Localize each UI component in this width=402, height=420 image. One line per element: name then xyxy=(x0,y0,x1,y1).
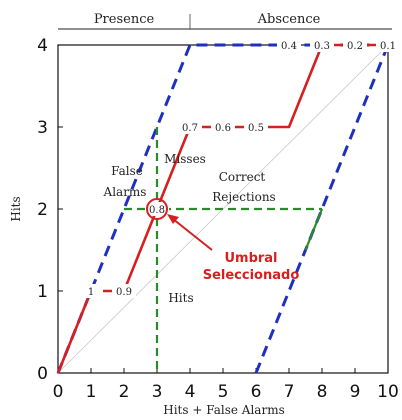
point-labels: 1 0.9 0.8 0.7 0.6 0.5 0.4 0.3 0.2 0.1 xyxy=(79,38,400,298)
series-line-2 xyxy=(56,43,388,374)
point-label-0.4: 0.4 xyxy=(281,41,297,52)
point-label-0.1: 0.1 xyxy=(380,41,396,52)
header-presence: Presence xyxy=(94,12,155,27)
series-line-3 xyxy=(254,44,390,374)
annotation-rejections: Rejections xyxy=(212,190,275,204)
point-label-bg-1 xyxy=(79,284,103,298)
selected-threshold-circle xyxy=(146,198,168,220)
y-tick-label-3: 3 xyxy=(37,118,48,138)
annotation-alarms: Alarms xyxy=(103,185,147,199)
x-axis-label: Hits + False Alarms xyxy=(163,403,284,417)
x-tick-label-7: 7 xyxy=(284,382,295,402)
point-label-0.2: 0.2 xyxy=(347,41,363,52)
annotation-umbral: Umbral xyxy=(224,251,277,266)
umbral-arrowhead xyxy=(167,214,179,224)
point-label-0.3: 0.3 xyxy=(314,41,330,52)
x-tick-labels: 0 1 2 3 4 5 6 7 8 9 10 xyxy=(53,382,399,402)
y-tick-labels: 0 1 2 3 4 xyxy=(37,36,48,384)
point-label-bg-0.5 xyxy=(244,120,268,134)
annotation-false: False xyxy=(111,164,143,178)
guide-layer xyxy=(124,127,324,373)
x-tick-label-5: 5 xyxy=(218,382,229,402)
annotation-seleccionado: Seleccionado xyxy=(203,268,300,283)
annotation-hits: Hits xyxy=(168,291,193,305)
point-label-bg-0.6 xyxy=(211,120,235,134)
umbral-arrow xyxy=(172,218,213,251)
point-label-0.7: 0.7 xyxy=(182,123,198,134)
point-label-0.5: 0.5 xyxy=(248,123,264,134)
y-tick-label-1: 1 xyxy=(37,282,48,302)
point-label-bg-0.1 xyxy=(376,38,400,52)
point-label-0.8: 0.8 xyxy=(149,205,165,216)
annotation-misses: Misses xyxy=(164,152,206,166)
x-tick-label-4: 4 xyxy=(185,382,196,402)
header-abscence: Abscence xyxy=(257,12,321,27)
x-tick-label-8: 8 xyxy=(317,382,328,402)
point-label-0.6: 0.6 xyxy=(215,123,231,134)
annotation-correct: Correct xyxy=(219,170,266,184)
point-label-bg-0.7 xyxy=(178,120,202,134)
point-label-bg-0.4 xyxy=(277,38,301,52)
x-tick-label-9: 9 xyxy=(350,382,361,402)
x-tick-label-2: 2 xyxy=(119,382,130,402)
x-tick-label-1: 1 xyxy=(86,382,97,402)
x-tick-label-3: 3 xyxy=(152,382,163,402)
point-label-0.9: 0.9 xyxy=(116,287,132,298)
y-tick-label-4: 4 xyxy=(37,36,48,56)
y-axis-label: Hits xyxy=(9,196,23,221)
chart-header: Presence Abscence xyxy=(58,12,392,30)
point-label-bg-0.2 xyxy=(343,38,367,52)
point-label-bg-0.9 xyxy=(112,284,136,298)
x-tick-label-0: 0 xyxy=(53,382,64,402)
x-tick-label-6: 6 xyxy=(251,382,262,402)
annotations: False Alarms Misses Correct Rejections H… xyxy=(103,152,300,305)
x-tick-label-10: 10 xyxy=(377,382,399,402)
point-label-bg-0.8 xyxy=(145,202,169,216)
y-tick-label-2: 2 xyxy=(37,200,48,220)
y-tick-label-0: 0 xyxy=(37,364,48,384)
guide-end-tick xyxy=(304,208,324,251)
point-label-1: 1 xyxy=(88,287,94,298)
point-label-bg-0.3 xyxy=(310,38,334,52)
